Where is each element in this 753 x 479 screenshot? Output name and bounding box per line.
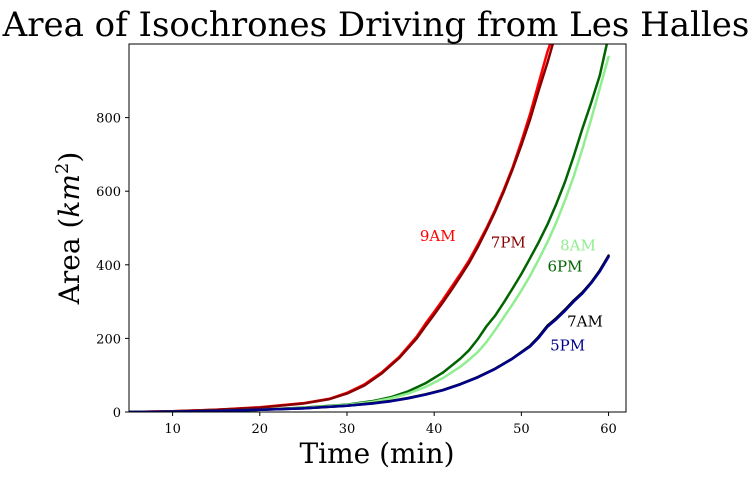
x-tick-label: 20 <box>252 422 269 437</box>
x-axis-label: Time (min) <box>299 437 454 470</box>
series-label-7pm: 7PM <box>491 234 526 252</box>
x-axis: 10 20 30 40 50 60 <box>164 412 617 437</box>
plot-frame <box>128 43 627 413</box>
x-tick-label: 60 <box>600 422 617 437</box>
series-label-7am: 7AM <box>567 313 603 331</box>
y-tick-label: 600 <box>96 185 121 200</box>
series-label-8am: 8AM <box>560 236 596 254</box>
series-line-5pm <box>129 255 610 412</box>
chart-title: Area of Isochrones Driving from Les Hall… <box>2 5 750 45</box>
series-label-layer: 9AM 7PM 6PM 8AM 7AM 5PM <box>420 227 603 354</box>
x-tick-label: 50 <box>513 422 530 437</box>
y-tick-label: 400 <box>96 259 121 274</box>
x-tick-label: 30 <box>339 422 356 437</box>
series-layer <box>129 44 610 412</box>
y-axis-label-text: Area ( <box>53 218 86 306</box>
plot-area: 9AM 7PM 6PM 8AM 7AM 5PM <box>128 43 627 413</box>
plot-background <box>129 44 626 412</box>
x-tick-label: 10 <box>164 422 181 437</box>
series-label-5pm: 5PM <box>550 337 585 355</box>
y-axis-label-math: km <box>53 174 86 218</box>
x-tick-label: 40 <box>426 422 443 437</box>
y-axis-label-close: ) <box>53 152 86 163</box>
y-tick-label: 200 <box>96 332 121 347</box>
y-tick-label: 0 <box>113 406 121 421</box>
y-axis: 0 200 400 600 800 <box>96 112 129 421</box>
series-label-6pm: 6PM <box>548 257 583 275</box>
y-tick-label: 800 <box>96 112 121 127</box>
y-axis-label-superscript: 2 <box>52 163 73 174</box>
series-label-9am: 9AM <box>420 227 456 245</box>
series-line-7pm <box>129 44 555 412</box>
y-axis-label: Area (km2) <box>52 152 86 306</box>
